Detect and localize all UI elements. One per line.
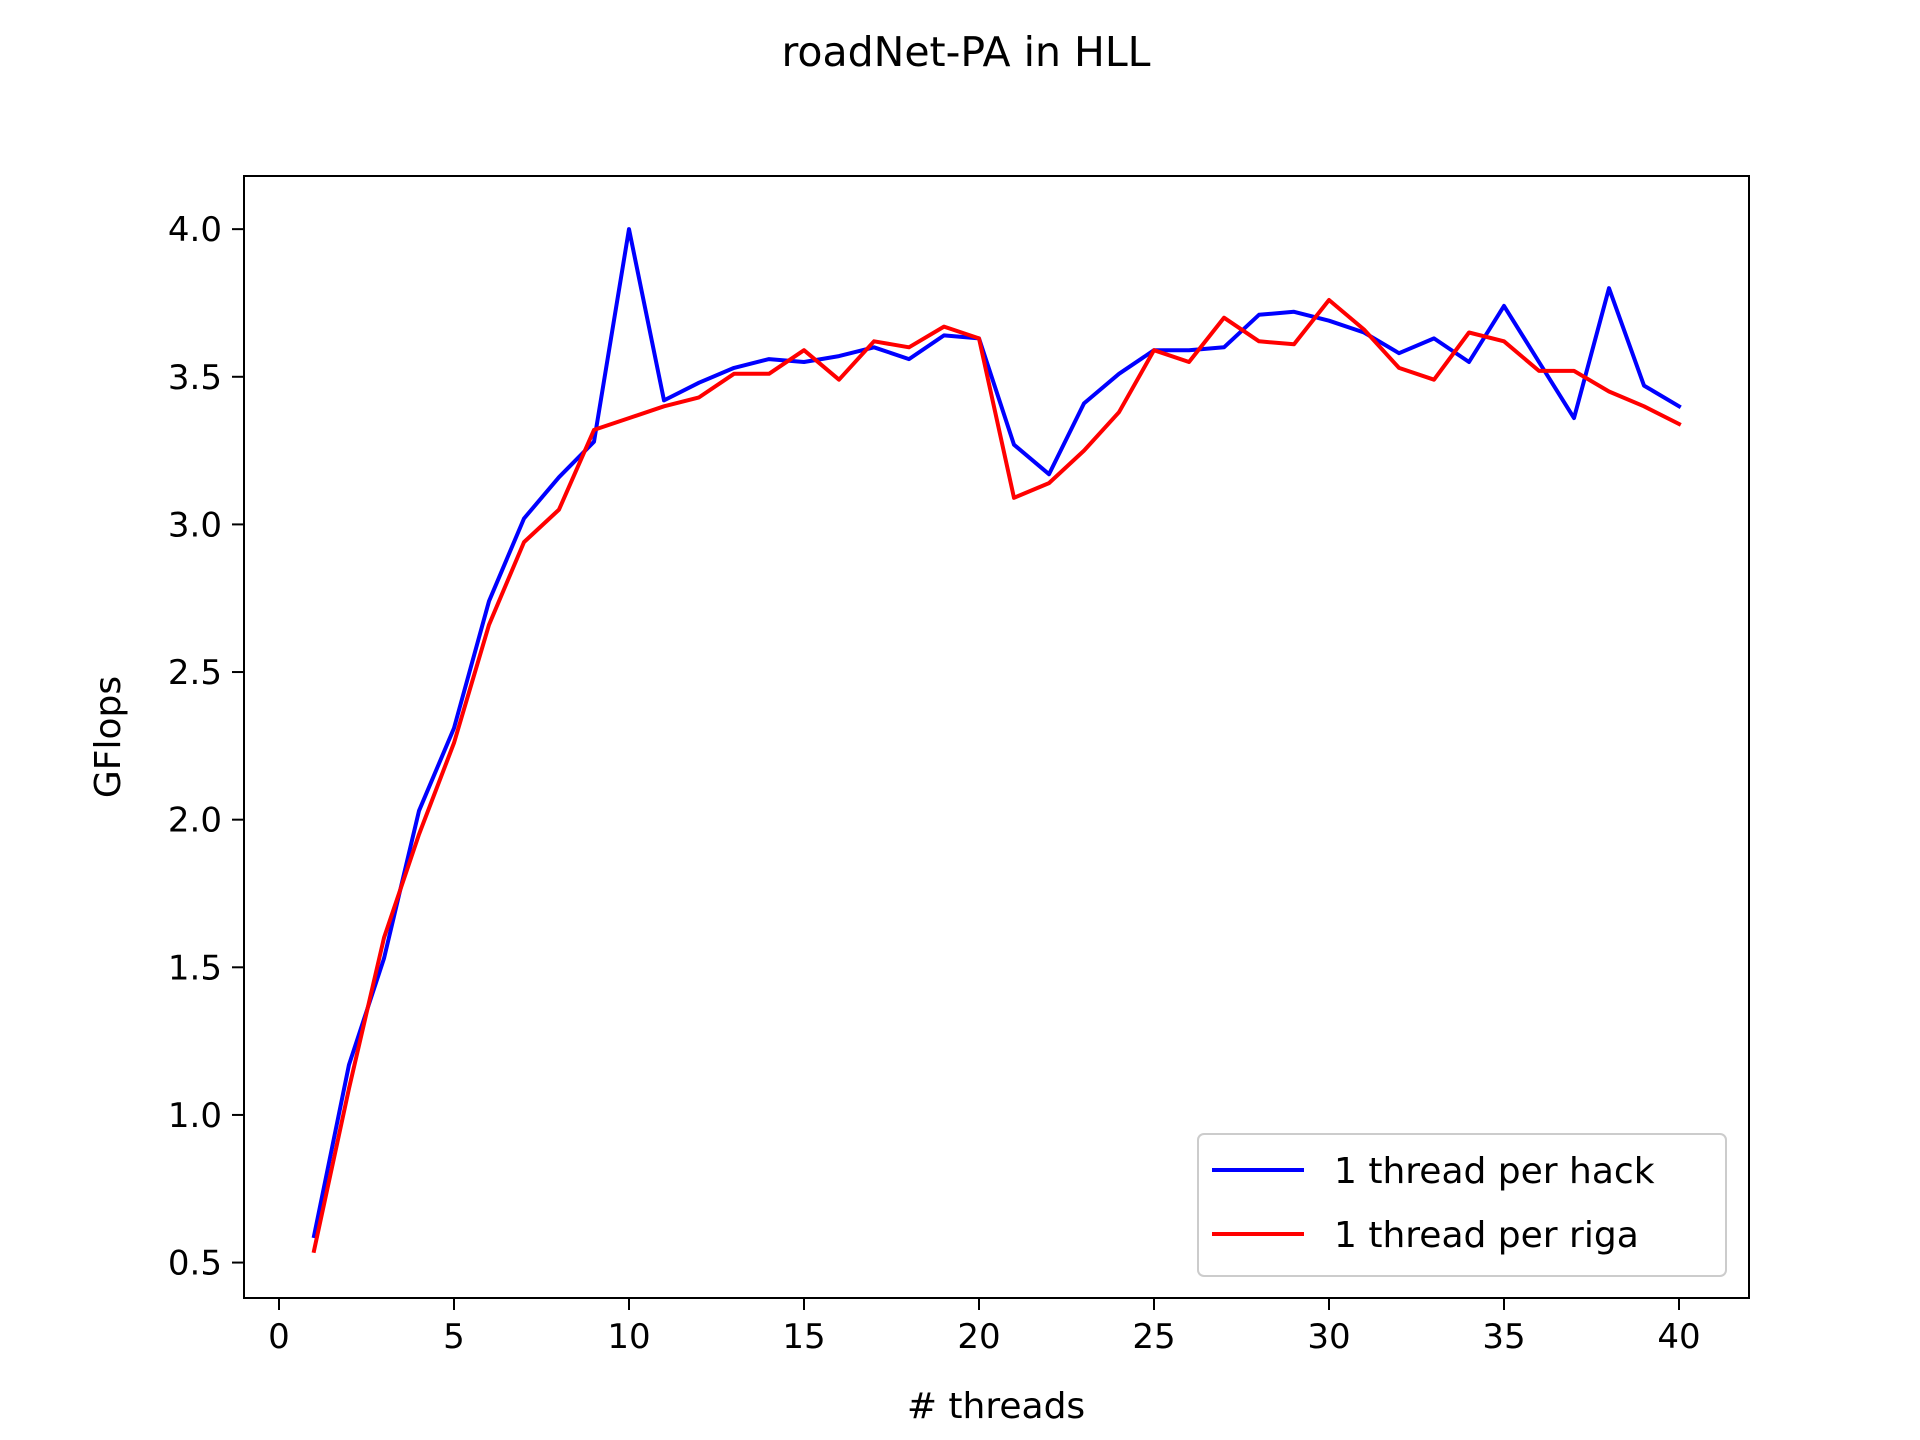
- y-axis-label: GFlops: [88, 676, 129, 798]
- x-tick-label: 25: [1132, 1317, 1175, 1357]
- series-lines: [311, 227, 1682, 1254]
- x-tick-label: 0: [268, 1317, 290, 1357]
- x-tick-label: 10: [607, 1317, 650, 1357]
- plot-frame: [243, 175, 1750, 1299]
- x-tick-label: 35: [1482, 1317, 1525, 1357]
- series-line-riga: [311, 298, 1682, 1254]
- legend-box: [1197, 1133, 1727, 1277]
- x-tick-label: 20: [957, 1317, 1000, 1357]
- legend-label-hack: 1 thread per hack: [1334, 1151, 1655, 1192]
- x-axis-label: # threads: [907, 1386, 1085, 1427]
- chart-title: roadNet-PA in HLL: [781, 28, 1150, 76]
- x-tick-label: 30: [1307, 1317, 1350, 1357]
- y-tick-label: 2.5: [168, 653, 222, 693]
- y-axis: 0.5 1.0 1.5 2.0 2.5 3.0 3.5 4.0: [168, 210, 244, 1284]
- x-axis: 0 5 10 15 20 25 30 35 40: [268, 1298, 1701, 1357]
- series-line-hack: [311, 227, 1682, 1239]
- x-tick-label: 40: [1657, 1317, 1700, 1357]
- y-tick-label: 3.0: [168, 505, 222, 545]
- y-tick-label: 4.0: [168, 210, 222, 250]
- legend-label-riga: 1 thread per riga: [1334, 1215, 1639, 1256]
- y-tick-label: 3.5: [168, 358, 222, 398]
- x-tick-label: 15: [782, 1317, 825, 1357]
- y-tick-label: 0.5: [168, 1244, 222, 1284]
- legend: 1 thread per hack 1 thread per riga: [1197, 1133, 1727, 1277]
- x-tick-label: 5: [443, 1317, 465, 1357]
- y-tick-label: 1.5: [168, 948, 222, 988]
- y-tick-label: 2.0: [168, 801, 222, 841]
- y-tick-label: 1.0: [168, 1096, 222, 1136]
